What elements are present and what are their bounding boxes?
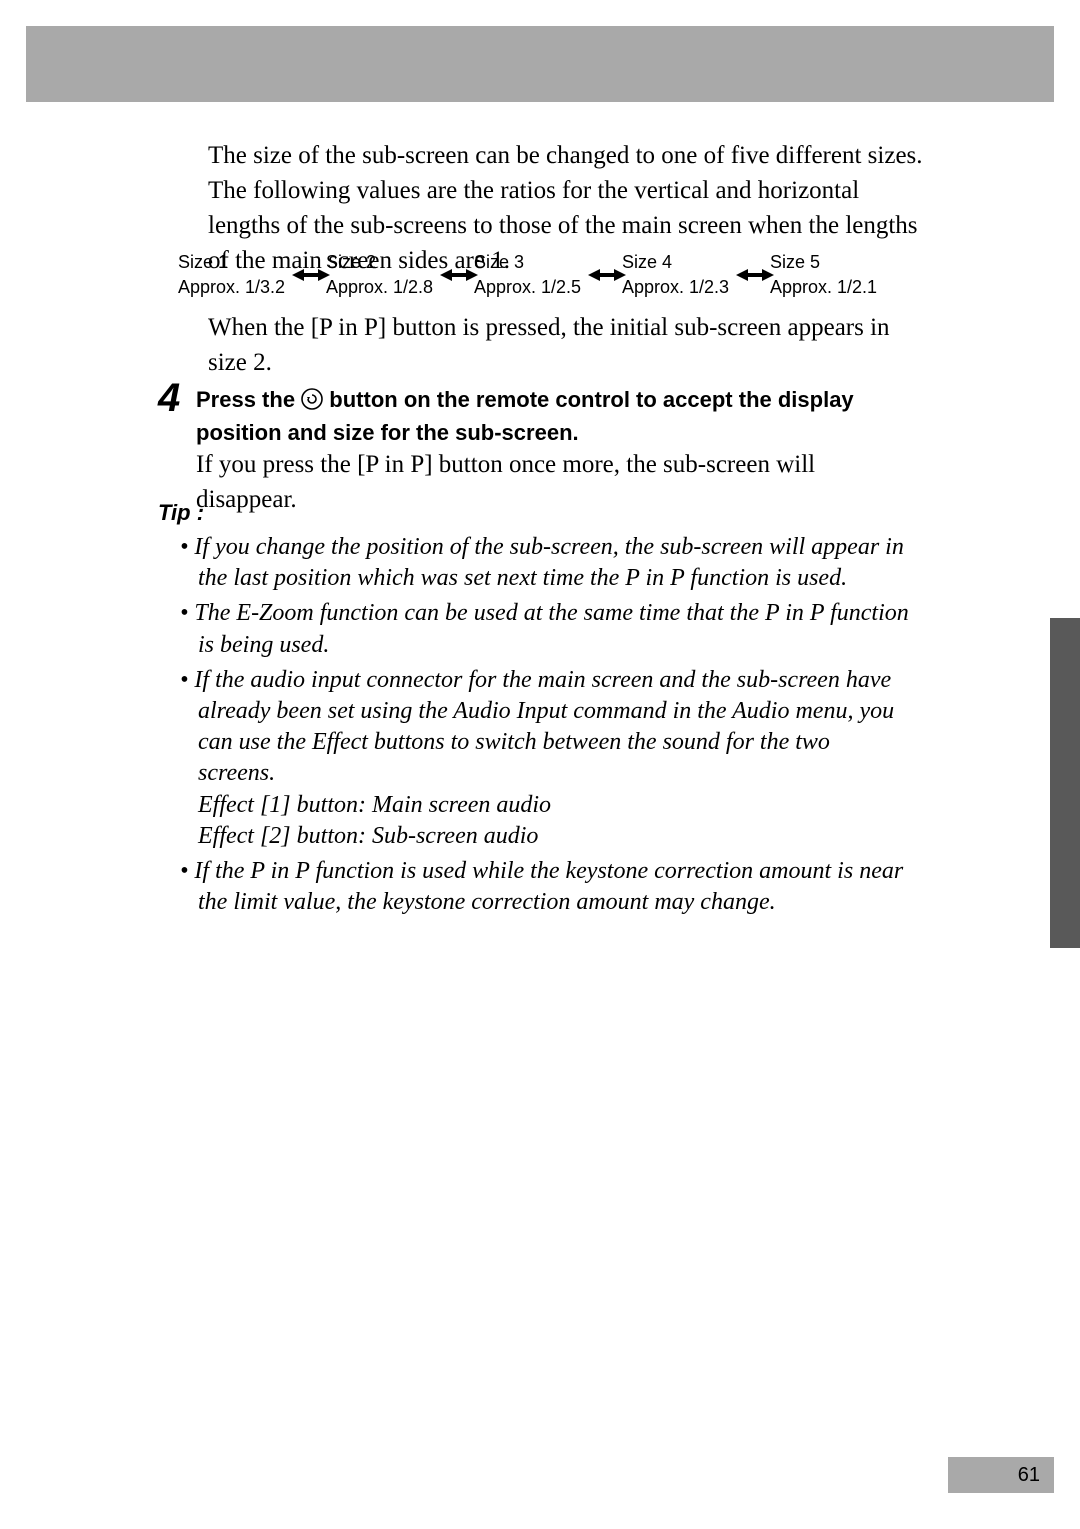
size-label: Size 5 — [770, 252, 918, 273]
page-number: 61 — [948, 1457, 1054, 1493]
step-number: 4 — [158, 376, 180, 421]
header-bar — [26, 26, 1054, 102]
manual-page: The size of the sub-screen can be change… — [0, 0, 1080, 1529]
after-step-paragraph: If you press the [P in P] button once mo… — [196, 447, 906, 517]
size-item-4: Size 4 Approx. 1/2.3 — [622, 252, 770, 298]
size-ratio-row: Size 1 Approx. 1/3.2 Size 2 Approx. 1/2.… — [178, 252, 918, 298]
tip-text: If the audio input connector for the mai… — [194, 667, 894, 849]
tip-text: If the P in P function is used while the… — [194, 858, 903, 915]
section-tab — [1050, 618, 1080, 948]
size-approx: Approx. 1/2.1 — [770, 277, 918, 298]
tip-item: • If you change the position of the sub-… — [180, 532, 910, 594]
double-arrow-icon — [736, 268, 774, 282]
double-arrow-icon — [440, 268, 478, 282]
tip-text: If you change the position of the sub-sc… — [194, 534, 903, 591]
size-item-2: Size 2 Approx. 1/2.8 — [326, 252, 474, 298]
tip-text: The E-Zoom function can be used at the s… — [194, 600, 908, 657]
tip-heading: Tip : — [158, 500, 204, 526]
enter-button-icon — [301, 388, 323, 418]
double-arrow-icon — [292, 268, 330, 282]
double-arrow-icon — [588, 268, 626, 282]
after-sizes-paragraph: When the [P in P] button is pressed, the… — [208, 310, 928, 380]
tip-list: • If you change the position of the sub-… — [180, 528, 910, 918]
tip-item: • If the audio input connector for the m… — [180, 665, 910, 852]
tip-item: • If the P in P function is used while t… — [180, 856, 910, 918]
size-item-5: Size 5 Approx. 1/2.1 — [770, 252, 918, 298]
step-prefix: Press the — [196, 387, 301, 412]
step-instruction: Press the button on the remote control t… — [196, 385, 906, 447]
size-item-1: Size 1 Approx. 1/3.2 — [178, 252, 326, 298]
size-item-3: Size 3 Approx. 1/2.5 — [474, 252, 622, 298]
tip-item: • The E-Zoom function can be used at the… — [180, 598, 910, 660]
